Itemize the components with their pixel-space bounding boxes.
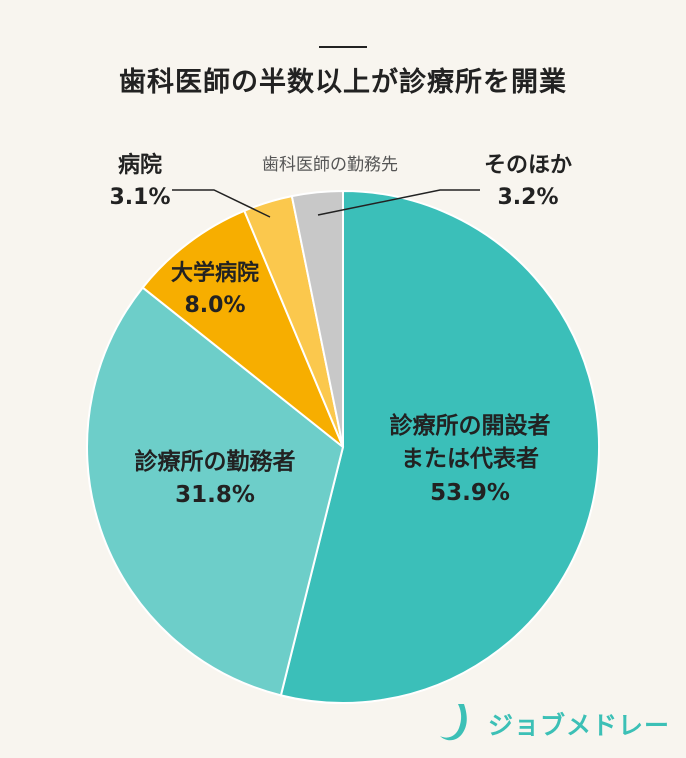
pie-subtitle: 歯科医師の勤務先	[262, 155, 398, 175]
title-rule	[319, 46, 367, 48]
logo-text: ジョブメドレー	[488, 711, 671, 740]
pie-slice-other	[290, 189, 344, 448]
slice-pct-owner: 53.9%	[430, 479, 510, 506]
jobmedley-logo: ジョブメドレー	[438, 702, 670, 746]
pie-slice-university-hospital	[141, 209, 344, 448]
leader-line-hospital	[172, 189, 271, 218]
pie-slice-owner	[279, 189, 600, 704]
pie-slice-clinic-employee	[86, 286, 345, 697]
slice-name-owner-2: または代表者	[401, 446, 539, 473]
slice-name-university-hospital: 大学病院	[170, 261, 259, 286]
slice-name-other: そのほか	[483, 153, 572, 178]
slice-label-other: そのほか 3.2%	[468, 150, 588, 214]
slice-label-hospital: 病院 3.1%	[100, 150, 180, 214]
slice-name-hospital: 病院	[117, 153, 162, 178]
slice-pct-hospital: 3.1%	[109, 184, 171, 210]
slice-pct-university-hospital: 8.0%	[184, 292, 246, 318]
slice-pct-clinic-employee: 31.8%	[175, 482, 255, 509]
slice-pct-other: 3.2%	[497, 184, 559, 210]
slice-label-owner: 診療所の開設者 または代表者 53.9%	[345, 410, 595, 510]
j-logo-icon	[440, 704, 467, 741]
slice-name-clinic-employee: 診療所の勤務者	[134, 449, 296, 475]
leader-line-other	[317, 189, 480, 216]
slice-label-university-hospital: 大学病院 8.0%	[150, 258, 280, 322]
slice-label-clinic-employee: 診療所の勤務者 31.8%	[100, 446, 330, 513]
slice-name-owner-1: 診療所の開設者	[389, 413, 551, 439]
chart-title: 歯科医師の半数以上が診療所を開業	[119, 67, 567, 98]
